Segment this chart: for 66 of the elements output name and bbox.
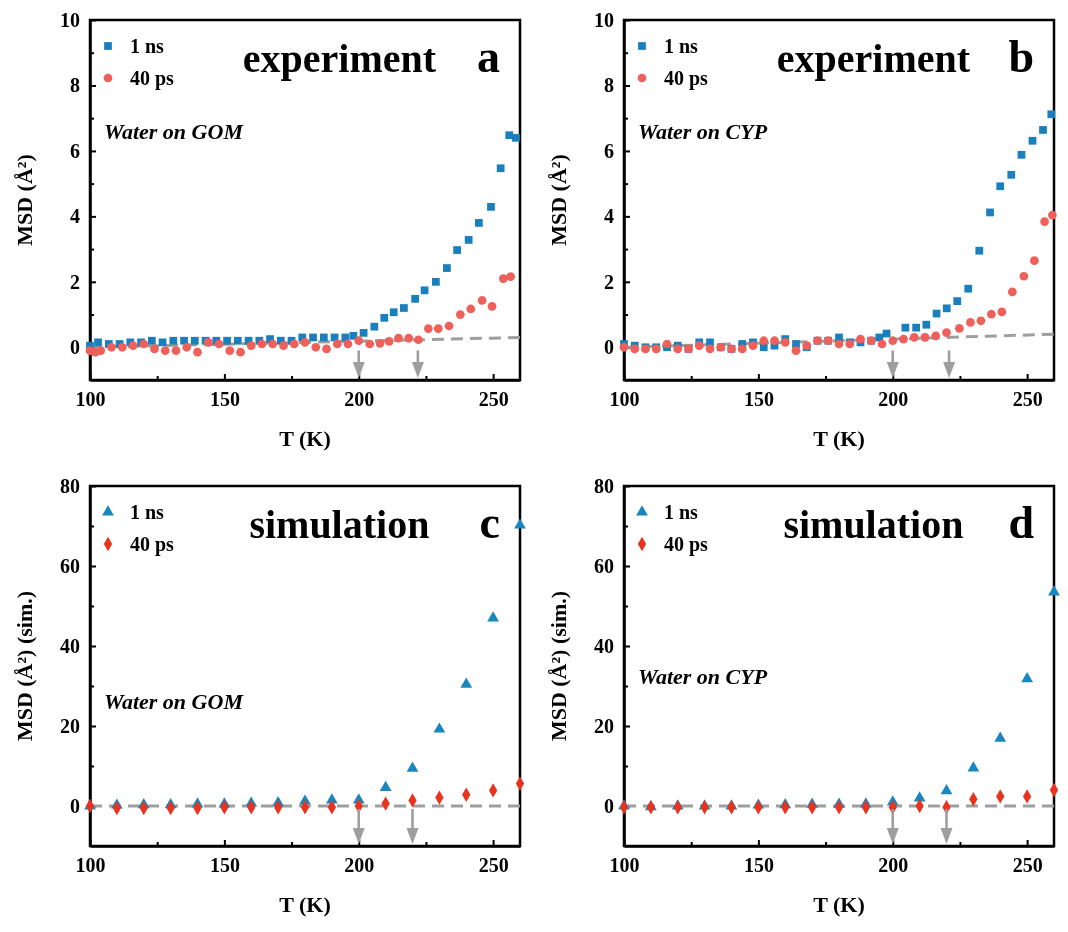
legend-label: 40 ps — [664, 67, 709, 90]
chart-title: simulation — [783, 502, 964, 547]
x-tick-label: 150 — [209, 854, 240, 877]
y-tick-label: 0 — [604, 336, 614, 359]
chart-title: experiment — [776, 36, 971, 81]
y-axis-title: MSD (Å²) — [12, 154, 37, 246]
y-tick-label: 2 — [70, 270, 80, 293]
x-tick-label: 150 — [743, 854, 774, 877]
y-tick-label: 80 — [594, 474, 614, 497]
x-tick-label: 150 — [209, 388, 240, 411]
legend-label: 1 ns — [130, 501, 165, 523]
y-tick-label: 6 — [70, 139, 80, 162]
x-tick-label: 250 — [1012, 388, 1043, 411]
y-tick-label: 60 — [60, 554, 80, 577]
y-tick-label: 20 — [60, 714, 80, 737]
legend-label: 40 ps — [130, 67, 175, 90]
x-tick-label: 200 — [344, 388, 375, 411]
y-tick-label: 60 — [594, 554, 614, 577]
y-tick-label: 0 — [70, 336, 80, 359]
y-axis-title: MSD (Å²) (sim.) — [12, 590, 37, 742]
x-tick-label: 250 — [478, 388, 509, 411]
annotation: a — [477, 31, 500, 82]
annotation: Water on CYP — [638, 118, 768, 144]
y-tick-label: 6 — [604, 139, 614, 162]
x-tick-label: 100 — [609, 388, 640, 411]
y-tick-label: 10 — [60, 8, 80, 31]
y-tick-label: 0 — [70, 794, 80, 817]
annotation: Water on CYP — [638, 664, 768, 689]
y-axis-title: MSD (Å²) — [546, 154, 571, 246]
annotation: c — [479, 497, 500, 548]
annotation: Water on GOM — [104, 118, 245, 144]
legend-label: 40 ps — [130, 533, 175, 556]
y-tick-label: 8 — [604, 74, 614, 97]
x-axis-title: T (K) — [279, 892, 331, 917]
x-tick-label: 100 — [75, 388, 106, 411]
x-tick-label: 100 — [75, 854, 106, 877]
y-tick-label: 0 — [604, 794, 614, 817]
x-tick-label: 250 — [1012, 854, 1043, 877]
y-tick-label: 10 — [594, 8, 614, 31]
y-axis-title: MSD (Å²) (sim.) — [546, 590, 571, 742]
y-tick-label: 4 — [604, 205, 614, 228]
y-tick-label: 20 — [594, 714, 614, 737]
chart-title: experiment — [242, 36, 437, 81]
legend-label: 40 ps — [664, 533, 709, 556]
y-tick-label: 8 — [70, 74, 80, 97]
x-tick-label: 200 — [878, 388, 909, 411]
x-axis-title: T (K) — [813, 426, 865, 451]
chart-title: simulation — [249, 502, 430, 547]
annotation: Water on GOM — [104, 689, 245, 715]
legend-label: 1 ns — [130, 35, 165, 57]
x-axis-title: T (K) — [813, 892, 865, 917]
x-tick-label: 150 — [743, 388, 774, 411]
annotation: b — [1008, 31, 1034, 82]
legend-label: 1 ns — [664, 501, 699, 523]
legend-label: 1 ns — [664, 35, 699, 57]
y-tick-label: 80 — [60, 474, 80, 497]
y-tick-label: 40 — [60, 634, 80, 657]
x-tick-label: 100 — [609, 854, 640, 877]
annotation: d — [1008, 497, 1035, 548]
y-tick-label: 4 — [70, 205, 80, 228]
x-tick-label: 200 — [344, 854, 375, 877]
x-axis-title: T (K) — [279, 426, 331, 451]
x-tick-label: 250 — [478, 854, 509, 877]
y-tick-label: 2 — [604, 270, 614, 293]
y-tick-label: 40 — [594, 634, 614, 657]
x-tick-label: 200 — [878, 854, 909, 877]
